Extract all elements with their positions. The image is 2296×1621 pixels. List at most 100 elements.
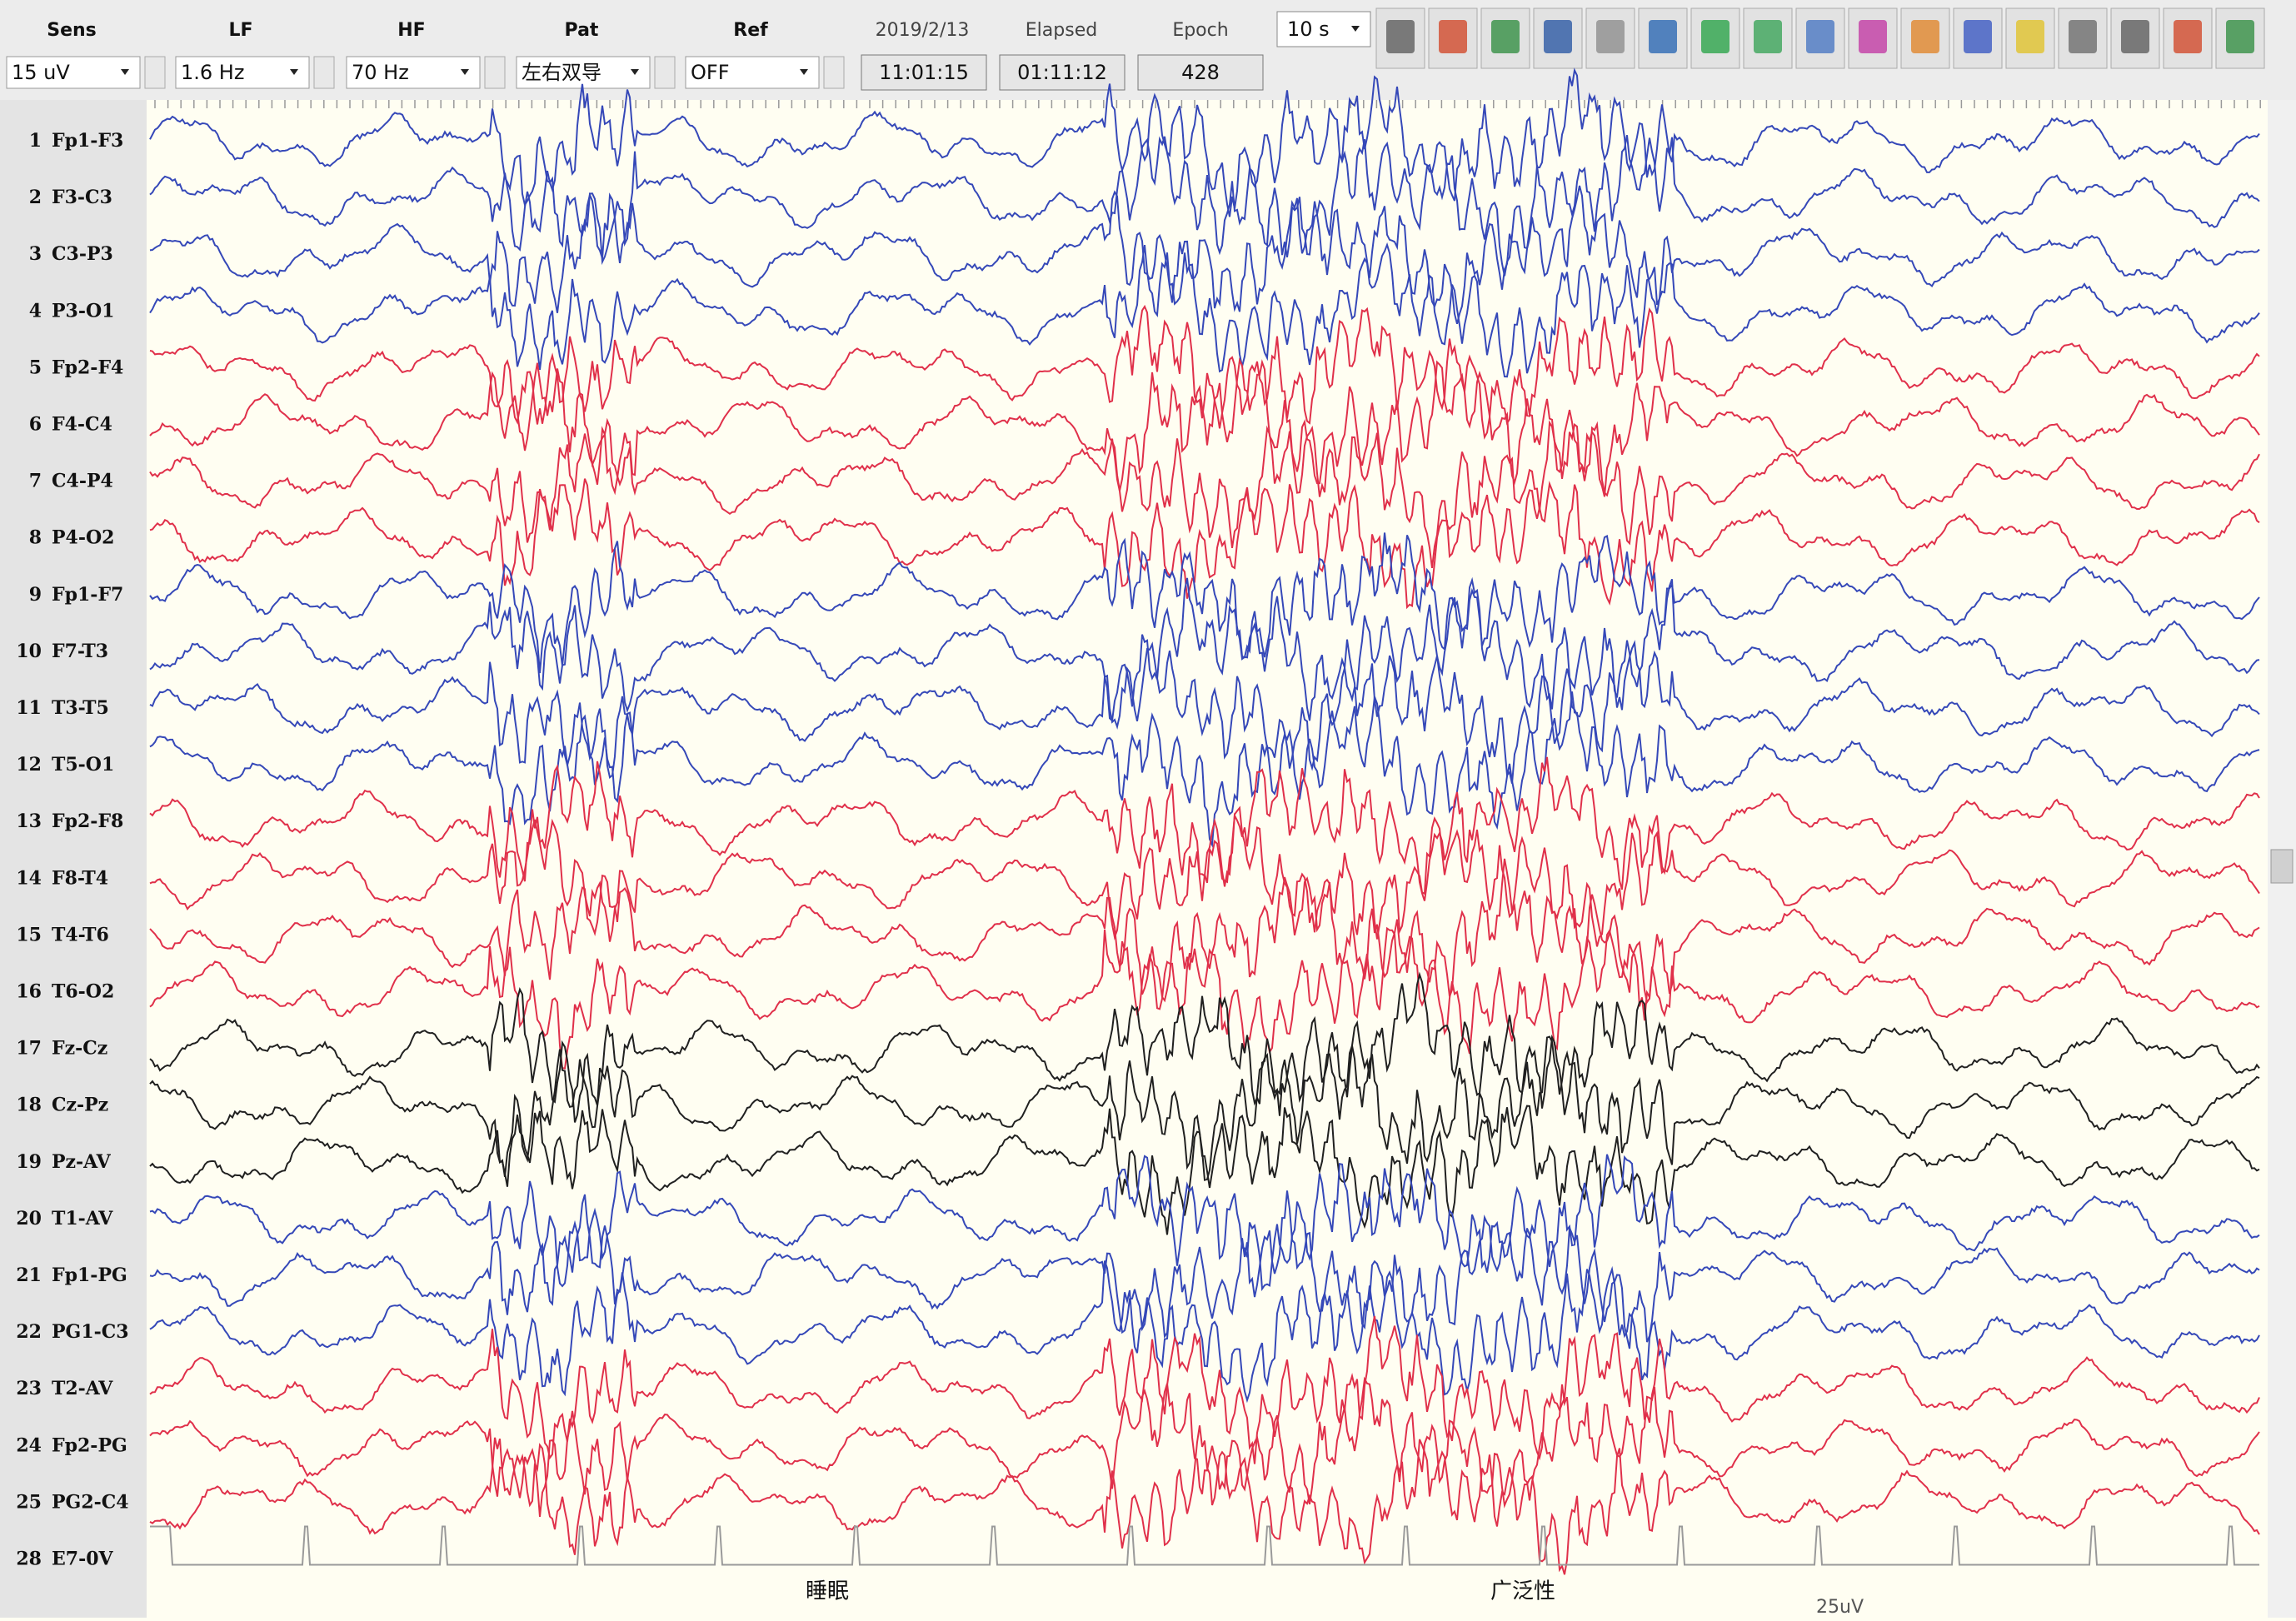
eeg-trace — [149, 1105, 2260, 1235]
tool-icon — [1544, 20, 1572, 53]
channel-label: Fz-Cz — [52, 1038, 107, 1060]
channel-number: 8 — [29, 527, 42, 549]
eeg-trace — [150, 1525, 2259, 1566]
channel-number: 18 — [16, 1095, 42, 1116]
dropdown[interactable] — [6, 56, 141, 89]
time-value: 11:01:15 — [879, 61, 969, 84]
channel-number: 22 — [16, 1321, 42, 1343]
eeg-trace — [149, 576, 2260, 723]
channel-number: 21 — [16, 1264, 42, 1286]
eeg-trace — [149, 691, 2260, 849]
dropdown[interactable] — [346, 56, 481, 89]
dropdown-value: OFF — [691, 61, 730, 84]
channel-label: Fp1-PG — [52, 1264, 127, 1286]
tool-icon — [2174, 20, 2202, 53]
channel-label: C4-P4 — [52, 471, 113, 492]
spinner[interactable] — [823, 56, 845, 89]
eeg-trace — [149, 242, 2260, 378]
tool-icon — [1649, 20, 1677, 53]
channel-number: 15 — [16, 924, 42, 945]
channel-label: F3-C3 — [52, 187, 112, 208]
scroll-thumb[interactable] — [2270, 849, 2294, 884]
eeg-trace — [149, 478, 2260, 610]
eeg-trace — [149, 926, 2260, 1070]
tool-icon — [1596, 20, 1625, 53]
channel-number: 19 — [16, 1151, 42, 1173]
time-box[interactable] — [861, 54, 987, 91]
field-label: HF — [397, 20, 425, 41]
dropdown[interactable] — [516, 56, 651, 89]
elapsed-value: 01:11:12 — [1017, 61, 1107, 84]
channel-label: P4-O2 — [52, 527, 114, 549]
spinner[interactable] — [144, 56, 166, 89]
channel-number: 16 — [16, 981, 42, 1003]
channel-label: E7-0V — [52, 1549, 114, 1570]
annotation: 睡眠 — [806, 1579, 849, 1604]
tool-icon — [2016, 20, 2044, 53]
channel-number: 13 — [16, 810, 42, 832]
channel-number: 9 — [29, 584, 42, 606]
annotation: 广泛性 — [1490, 1579, 1555, 1604]
tool-icon — [1859, 20, 1887, 53]
channel-number: 24 — [16, 1434, 42, 1456]
tool-icon — [1754, 20, 1782, 53]
eeg-trace — [149, 1425, 2260, 1575]
tool-icon — [1491, 20, 1520, 53]
field-label: Pat — [565, 20, 599, 41]
channel-number: 28 — [16, 1549, 42, 1570]
dropdown[interactable] — [175, 56, 310, 89]
eeg-trace — [149, 639, 2260, 784]
eeg-trace — [149, 417, 2260, 569]
field-label: Ref — [733, 20, 768, 41]
channel-label: P3-O1 — [52, 300, 114, 322]
elapsed-label: Elapsed — [1026, 20, 1097, 41]
field-label: Sens — [47, 20, 97, 41]
channel-label: F8-T4 — [52, 867, 108, 889]
channel-label: T5-O1 — [52, 754, 114, 776]
channel-number: 1 — [29, 130, 42, 152]
tool-icon — [1439, 20, 1467, 53]
dropdown-arrow — [461, 69, 469, 75]
channel-label: T4-T6 — [52, 924, 109, 945]
eeg-trace — [149, 858, 2260, 1005]
channel-label: T1-AV — [52, 1208, 113, 1229]
tool-icon — [1806, 20, 1834, 53]
tool-icon — [1964, 20, 1992, 53]
tool-button[interactable] — [1900, 7, 1950, 69]
eeg-trace — [149, 532, 2260, 674]
epoch-label: Epoch — [1172, 20, 1228, 41]
channel-number: 11 — [16, 697, 42, 719]
channel-number: 7 — [29, 471, 42, 492]
eeg-trace — [149, 806, 2260, 947]
channel-label: Fp2-F8 — [52, 810, 123, 832]
dropdown-arrow — [290, 69, 298, 75]
channel-label: F7-T3 — [52, 641, 108, 662]
field-label: LF — [228, 20, 252, 41]
channel-panel — [0, 100, 147, 1618]
tool-icon — [1701, 20, 1729, 53]
eeg-trace — [149, 185, 2260, 325]
channel-label: T3-T5 — [52, 697, 109, 719]
dropdown[interactable] — [685, 56, 820, 89]
spinner[interactable] — [484, 56, 506, 89]
channel-label: Fp2-PG — [52, 1434, 127, 1456]
dropdown-value: 70 Hz — [352, 61, 409, 84]
tool-icon — [2069, 20, 2097, 53]
elapsed-box[interactable] — [999, 54, 1126, 91]
epoch-box — [1137, 54, 1264, 91]
channel-label: T2-AV — [52, 1378, 113, 1399]
dropdown-arrow — [631, 69, 639, 75]
channel-number: 20 — [16, 1208, 42, 1229]
scale-label: 25uV — [1816, 1597, 1864, 1618]
spinner[interactable] — [313, 56, 335, 89]
channel-number: 14 — [16, 867, 42, 889]
channel-number: 12 — [16, 754, 42, 776]
page-length: 10 s — [1287, 17, 1330, 41]
channel-label: Fp1-F3 — [52, 130, 123, 152]
spinner[interactable] — [654, 56, 676, 89]
eeg-trace — [149, 1154, 2260, 1292]
eeg-trace — [149, 357, 2260, 497]
channel-label: PG2-C4 — [52, 1491, 129, 1513]
channel-label: PG1-C3 — [52, 1321, 129, 1343]
